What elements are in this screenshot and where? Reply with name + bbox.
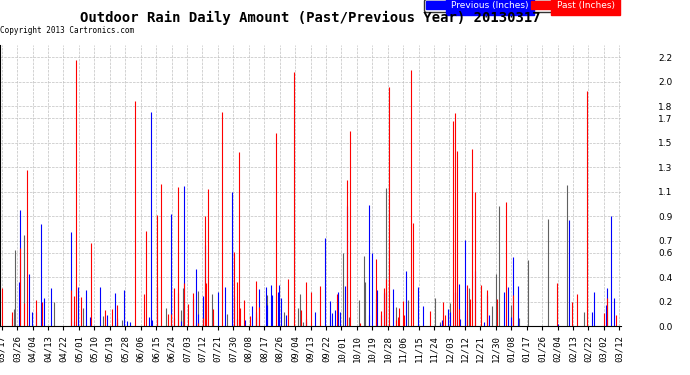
Text: Outdoor Rain Daily Amount (Past/Previous Year) 20130317: Outdoor Rain Daily Amount (Past/Previous… [80,11,541,26]
Legend: Previous (Inches), Past (Inches): Previous (Inches), Past (Inches) [424,0,616,12]
Text: Copyright 2013 Cartronics.com: Copyright 2013 Cartronics.com [0,26,134,35]
